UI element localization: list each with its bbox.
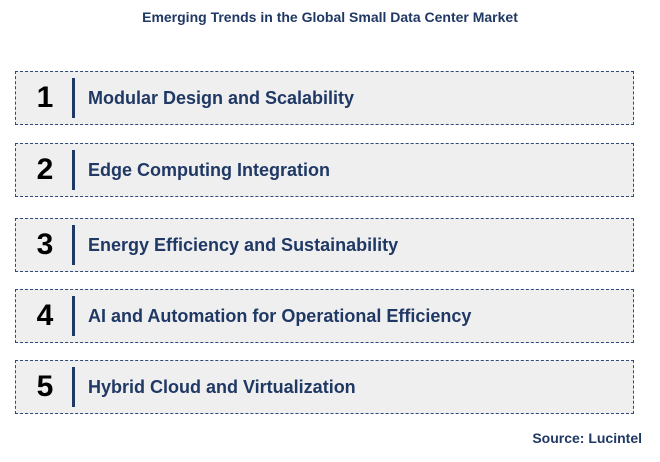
trend-label-1: Modular Design and Scalability [88, 87, 355, 108]
trend-divider-3 [72, 225, 75, 265]
trend-number-5: 5 [36, 370, 54, 403]
trend-label-2: Edge Computing Integration [88, 159, 330, 180]
trend-item-3: 3 Energy Efficiency and Sustainability [15, 218, 634, 272]
trend-number-2: 2 [36, 153, 54, 186]
trend-divider-2 [72, 150, 75, 190]
trend-divider-1 [72, 78, 75, 118]
trend-label-4: AI and Automation for Operational Effici… [88, 305, 472, 326]
trend-divider-4 [72, 296, 75, 336]
trend-label-5: Hybrid Cloud and Virtualization [88, 376, 356, 397]
trend-divider-5 [72, 367, 75, 407]
source-credit: Source: Lucintel [532, 430, 642, 446]
trend-number-1: 1 [36, 81, 54, 114]
trend-item-2: 2 Edge Computing Integration [15, 143, 634, 197]
trend-item-4: 4 AI and Automation for Operational Effi… [15, 289, 634, 343]
trend-item-1: 1 Modular Design and Scalability [15, 71, 634, 125]
trend-item-5: 5 Hybrid Cloud and Virtualization [15, 360, 634, 414]
trend-number-4: 4 [36, 299, 54, 332]
diagram-title: Emerging Trends in the Global Small Data… [142, 9, 518, 25]
trend-label-3: Energy Efficiency and Sustainability [88, 234, 399, 255]
trend-number-3: 3 [36, 228, 54, 261]
